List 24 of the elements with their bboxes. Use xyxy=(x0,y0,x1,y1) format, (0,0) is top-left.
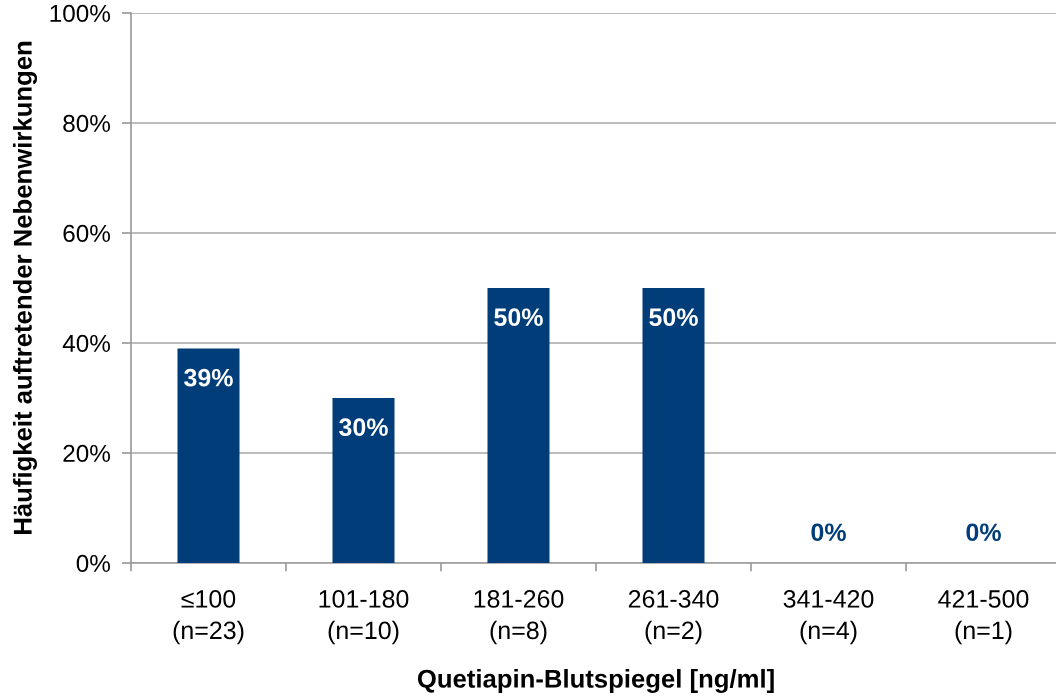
x-tick-label: ≤100 (n=23) xyxy=(173,590,244,645)
data-label: 50% xyxy=(494,308,543,327)
x-tick-label: 181-260 (n=8) xyxy=(474,590,564,645)
x-tick-label: 341-420 (n=4) xyxy=(783,590,874,645)
y-tick-label: 80% xyxy=(63,114,110,133)
data-label: 0% xyxy=(966,523,1001,542)
y-tick-label: 60% xyxy=(63,224,110,243)
data-label: 0% xyxy=(811,523,846,542)
x-tick-label: 261-340 (n=2) xyxy=(628,590,719,645)
data-label: 30% xyxy=(339,418,388,437)
bar xyxy=(642,288,705,563)
x-tick-label: 101-180 (n=10) xyxy=(319,590,409,645)
bar xyxy=(332,398,395,563)
data-label: 50% xyxy=(649,308,698,327)
y-tick-label: 20% xyxy=(63,444,110,463)
x-axis-title: Quetiapin-Blutspiegel [ng/ml] xyxy=(417,668,774,694)
y-tick-label: 0% xyxy=(76,554,110,573)
data-label: 39% xyxy=(184,368,233,387)
y-tick-label: 100% xyxy=(50,4,110,23)
y-tick-label: 40% xyxy=(62,334,110,353)
bar xyxy=(177,348,240,563)
x-tick-label: 421-500 (n=1) xyxy=(938,590,1029,645)
bar xyxy=(487,288,550,563)
y-axis-title: Häufigkeit auftretender Nebenwirkungen xyxy=(12,41,38,534)
